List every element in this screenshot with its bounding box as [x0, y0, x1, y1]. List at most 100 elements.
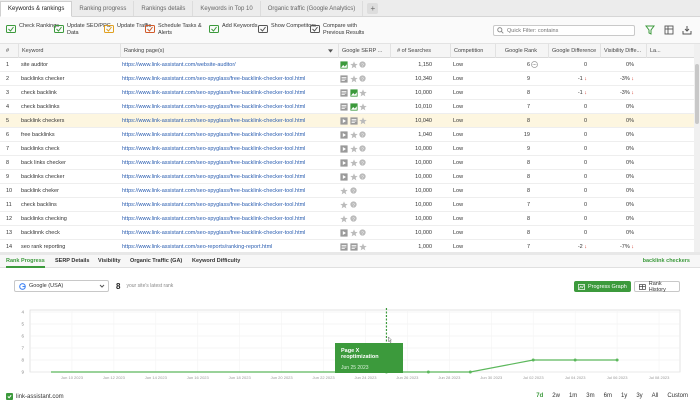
update-traffic-button[interactable]: Update Traffic	[104, 23, 165, 34]
help-icon[interactable]: ?	[359, 131, 366, 138]
quick-filter-input[interactable]	[507, 27, 627, 34]
tab-ranking-progress[interactable]: Ranking progress	[72, 1, 135, 16]
help-icon[interactable]: ?	[359, 145, 366, 152]
tab-keywords-in-top-10[interactable]: Keywords in Top 10	[193, 1, 261, 16]
ranking-page-link[interactable]: https://www.link-assistant.com/seo-spygl…	[122, 90, 306, 96]
help-icon[interactable]: ?	[359, 61, 366, 68]
star-icon[interactable]	[349, 144, 358, 153]
add-tab-button[interactable]: +	[367, 3, 379, 14]
tab-organic-traffic-google-analytics[interactable]: Organic traffic (Google Analytics)	[261, 1, 364, 16]
period-3m[interactable]: 3m	[586, 393, 595, 399]
scrollbar-thumb[interactable]	[695, 64, 699, 124]
table-row[interactable]: 13 backlinnk check https://www.link-assist…	[0, 226, 700, 240]
ranking-page-link[interactable]: https://www.link-assistant.com/seo-spygl…	[122, 216, 306, 222]
period-all[interactable]: All	[651, 393, 659, 399]
star-icon[interactable]	[359, 242, 367, 251]
video-result-icon[interactable]	[340, 172, 348, 181]
help-icon[interactable]: ?	[349, 187, 357, 194]
table-row[interactable]: 10 backlink cheker https://www.link-assist…	[0, 184, 700, 198]
star-icon[interactable]	[359, 116, 367, 125]
col-visibility-difference[interactable]: Visibility Diffe...	[600, 44, 644, 58]
rank-more[interactable]	[531, 58, 541, 72]
ranking-page-link[interactable]: https://www.link-assistant.com/seo-spygl…	[122, 104, 306, 110]
star-icon[interactable]	[349, 158, 358, 167]
help-icon[interactable]: ?	[349, 201, 357, 208]
tab-rank-progress[interactable]: Rank Progress	[6, 255, 45, 268]
table-row[interactable]: 8 back links checker https://www.link-assi…	[0, 156, 700, 170]
image-result-icon[interactable]	[340, 60, 348, 69]
col-competition[interactable]: Competition	[450, 44, 490, 58]
video-result-icon[interactable]	[340, 158, 348, 167]
star-icon[interactable]	[349, 130, 358, 139]
ranking-page-link[interactable]: https://www.link-assistant.com/seo-spygl…	[122, 230, 306, 236]
star-icon[interactable]	[359, 88, 367, 97]
star-icon[interactable]	[349, 74, 358, 83]
page-result-icon[interactable]	[340, 88, 348, 97]
image-result-icon[interactable]	[349, 102, 358, 111]
tab-serp-details[interactable]: SERP Details	[55, 258, 90, 264]
period-1y[interactable]: 1y	[620, 393, 628, 399]
help-icon[interactable]: ?	[349, 215, 357, 222]
table-row[interactable]: 11 check backlins https://www.link-assista…	[0, 198, 700, 212]
video-result-icon[interactable]	[340, 228, 348, 237]
add-keywords-button[interactable]: Add Keywords	[209, 23, 270, 34]
page-result-icon[interactable]	[349, 116, 358, 125]
star-icon[interactable]	[340, 186, 348, 195]
ranking-page-link[interactable]: https://www.link-assistant.com/seo-spygl…	[122, 76, 306, 82]
col-ranking-page[interactable]: Ranking page(s)	[120, 44, 336, 58]
page-result-icon[interactable]	[349, 242, 358, 251]
video-result-icon[interactable]	[340, 144, 348, 153]
col-google-difference[interactable]: Google Difference	[548, 44, 598, 58]
video-result-icon[interactable]	[340, 130, 348, 139]
col-num[interactable]: #	[6, 48, 10, 54]
progress-graph-button[interactable]: Progress Graph	[574, 281, 631, 292]
star-icon[interactable]	[349, 172, 358, 181]
period-custom[interactable]: Custom	[667, 393, 688, 399]
col-google-rank[interactable]: Google Rank	[495, 44, 538, 58]
col-serp[interactable]: Google SERP ...	[338, 44, 388, 58]
star-icon[interactable]	[340, 200, 348, 209]
quick-filter[interactable]	[493, 25, 635, 36]
ranking-page-link[interactable]: https://www.link-assistant.com/seo-spygl…	[122, 132, 306, 138]
table-row[interactable]: 7 backlinks check https://www.link-assista…	[0, 142, 700, 156]
tab-organic-traffic[interactable]: Organic Traffic (GA)	[130, 258, 183, 264]
video-result-icon[interactable]	[340, 116, 348, 125]
panel-splitter[interactable]	[0, 252, 700, 255]
table-row[interactable]: 6 free backlinks https://www.link-assistan…	[0, 128, 700, 142]
star-icon[interactable]	[349, 228, 358, 237]
competitors-button[interactable]: Show Competitors	[258, 23, 319, 34]
tab-keywords-rankings[interactable]: Keywords & rankings	[0, 1, 73, 17]
table-row[interactable]: 12 backlinks checking https://www.link-ass…	[0, 212, 700, 226]
ranking-page-link[interactable]: https://www.link-assistant.com/seo-spygl…	[122, 118, 306, 124]
update-seo-button[interactable]: Update SEO/PPC Data	[54, 23, 115, 36]
rank-history-button[interactable]: Rank History	[634, 281, 680, 293]
star-icon[interactable]	[349, 60, 358, 69]
tab-rankings-details[interactable]: Rankings details	[134, 1, 194, 16]
ranking-page-link[interactable]: https://www.link-assistant.com/website-a…	[122, 62, 236, 68]
tab-visibility[interactable]: Visibility	[98, 258, 121, 264]
columns-icon[interactable]	[664, 25, 674, 35]
ranking-page-link[interactable]: https://www.link-assistant.com/seo-spygl…	[122, 202, 306, 208]
export-icon[interactable]	[682, 25, 692, 35]
period-3y[interactable]: 3y	[636, 393, 643, 399]
table-scrollbar[interactable]	[694, 44, 700, 252]
col-searches[interactable]: # of Searches	[390, 44, 432, 58]
period-6m[interactable]: 6m	[603, 393, 612, 399]
help-icon[interactable]: ?	[359, 75, 366, 82]
ranking-page-link[interactable]: https://www.link-assistant.com/seo-spygl…	[122, 146, 306, 152]
col-la[interactable]: La...	[646, 44, 666, 58]
ranking-page-link[interactable]: https://www.link-assistant.com/seo-spygl…	[122, 160, 306, 166]
help-icon[interactable]: ?	[359, 159, 366, 166]
help-icon[interactable]: ?	[359, 173, 366, 180]
more-icon[interactable]	[531, 61, 538, 68]
table-row[interactable]: 2 backlinks checker https://www.link-assis…	[0, 72, 700, 86]
star-icon[interactable]	[359, 102, 367, 111]
table-row[interactable]: 3 check backlink https://www.link-assistan…	[0, 86, 700, 100]
page-result-icon[interactable]	[340, 74, 348, 83]
tab-keyword-difficulty[interactable]: Keyword Difficulty	[192, 258, 241, 264]
search-engine-select[interactable]: Google (USA)	[14, 280, 109, 292]
table-row[interactable]: 1 site auditor https://www.link-assistant.…	[0, 58, 700, 72]
compare-button[interactable]: Compare with Previous Results	[310, 23, 371, 36]
chevron-down-icon[interactable]	[328, 49, 333, 53]
checkbox[interactable]	[6, 393, 13, 400]
